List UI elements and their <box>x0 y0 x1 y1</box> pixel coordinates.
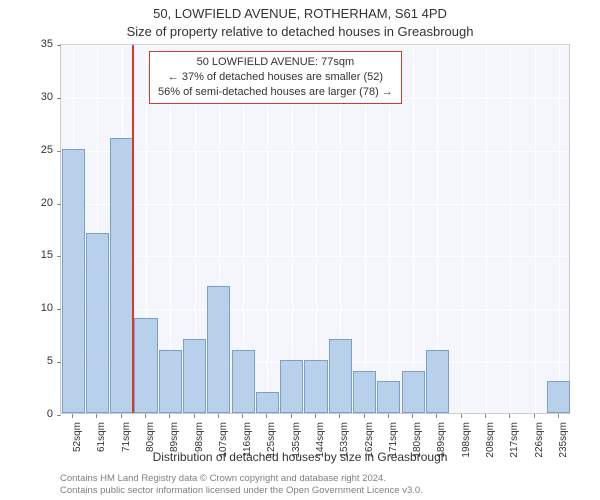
xtick-mark <box>194 414 195 418</box>
xtick-mark <box>266 414 267 418</box>
ytick-label: 15 <box>23 249 53 261</box>
gridline-v <box>510 45 511 413</box>
bar <box>329 339 352 413</box>
ytick-mark <box>57 256 61 257</box>
xtick-mark <box>412 414 413 418</box>
bar <box>86 233 109 413</box>
bar <box>353 371 376 413</box>
ytick-label: 0 <box>23 408 53 420</box>
xtick-mark <box>339 414 340 418</box>
xtick-mark <box>509 414 510 418</box>
xtick-mark <box>315 414 316 418</box>
bar <box>183 339 206 413</box>
ytick-label: 30 <box>23 91 53 103</box>
gridline-v <box>486 45 487 413</box>
xtick-mark <box>72 414 73 418</box>
chart-container: 50, LOWFIELD AVENUE, ROTHERHAM, S61 4PD … <box>0 0 600 500</box>
xtick-mark <box>558 414 559 418</box>
bar <box>402 371 425 413</box>
chart-title-line2: Size of property relative to detached ho… <box>0 24 600 39</box>
chart-title-line1: 50, LOWFIELD AVENUE, ROTHERHAM, S61 4PD <box>0 6 600 21</box>
xtick-mark <box>436 414 437 418</box>
ytick-mark <box>57 204 61 205</box>
ytick-mark <box>57 309 61 310</box>
plot-area: 50 LOWFIELD AVENUE: 77sqm← 37% of detach… <box>60 44 570 414</box>
bar <box>159 350 182 413</box>
x-axis-label: Distribution of detached houses by size … <box>0 450 600 464</box>
bar <box>304 360 327 413</box>
gridline-h <box>61 151 569 152</box>
bar <box>232 350 255 413</box>
xtick-mark <box>218 414 219 418</box>
info-box-line: ← 37% of detached houses are smaller (52… <box>158 70 393 85</box>
bar <box>547 381 570 413</box>
bar <box>256 392 279 413</box>
xtick-mark <box>96 414 97 418</box>
xtick-mark <box>534 414 535 418</box>
gridline-h <box>61 45 569 46</box>
xtick-mark <box>291 414 292 418</box>
bar <box>377 381 400 413</box>
gridline-h <box>61 204 569 205</box>
ytick-mark <box>57 45 61 46</box>
bar <box>280 360 303 413</box>
footer-line2: Contains public sector information licen… <box>60 485 570 497</box>
ytick-label: 20 <box>23 197 53 209</box>
ytick-mark <box>57 415 61 416</box>
ytick-label: 25 <box>23 144 53 156</box>
bar <box>426 350 449 413</box>
xtick-mark <box>364 414 365 418</box>
xtick-mark <box>121 414 122 418</box>
gridline-v <box>535 45 536 413</box>
ytick-label: 5 <box>23 355 53 367</box>
ytick-label: 10 <box>23 302 53 314</box>
marker-line <box>132 45 134 413</box>
footer-attribution: Contains HM Land Registry data © Crown c… <box>60 473 570 497</box>
gridline-h <box>61 309 569 310</box>
ytick-mark <box>57 151 61 152</box>
bar <box>110 138 133 413</box>
ytick-mark <box>57 98 61 99</box>
xtick-mark <box>169 414 170 418</box>
gridline-v <box>559 45 560 413</box>
ytick-label: 35 <box>23 38 53 50</box>
xtick-mark <box>461 414 462 418</box>
footer-line1: Contains HM Land Registry data © Crown c… <box>60 473 570 485</box>
info-box-line: 56% of semi-detached houses are larger (… <box>158 85 393 100</box>
xtick-mark <box>485 414 486 418</box>
xtick-mark <box>242 414 243 418</box>
ytick-mark <box>57 362 61 363</box>
plot-wrap: 50 LOWFIELD AVENUE: 77sqm← 37% of detach… <box>60 44 570 414</box>
info-box: 50 LOWFIELD AVENUE: 77sqm← 37% of detach… <box>149 51 402 104</box>
xtick-mark <box>388 414 389 418</box>
xtick-mark <box>145 414 146 418</box>
info-box-line: 50 LOWFIELD AVENUE: 77sqm <box>158 55 393 70</box>
gridline-h <box>61 256 569 257</box>
bar <box>62 149 85 413</box>
gridline-v <box>462 45 463 413</box>
gridline-v <box>413 45 414 413</box>
bar <box>207 286 230 413</box>
bar <box>134 318 157 413</box>
